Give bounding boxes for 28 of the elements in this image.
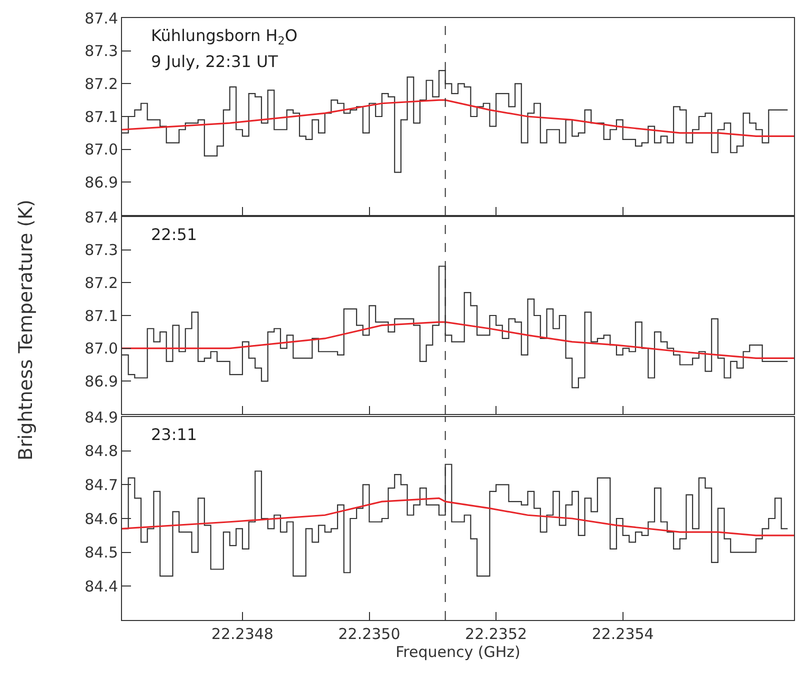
y-axis-title: Brightness Temperature (K): [15, 200, 37, 460]
y-tick-label: 86.9: [84, 372, 118, 390]
y-tick-label: 87.4: [84, 9, 118, 28]
annotation: 23:11: [151, 425, 198, 444]
annotation: 22:51: [151, 225, 198, 244]
y-tick-label: 84.4: [84, 577, 118, 596]
x-tick-label: 22.2352: [465, 625, 528, 643]
y-tick-label: 84.8: [84, 442, 118, 460]
annotation: Kühlungsborn H$_{2}$O: [151, 26, 298, 48]
y-tick-label: 87.0: [84, 140, 118, 159]
y-tick-label: 87.1: [84, 108, 118, 126]
y-tick-label: 87.0: [84, 340, 118, 358]
y-tick-label: 84.5: [84, 544, 118, 562]
annotation: 9 July, 22:31 UT: [151, 52, 278, 71]
x-tick-label: 22.2354: [592, 625, 654, 643]
x-tick-label: 22.2350: [338, 625, 400, 643]
y-tick-label: 87.3: [84, 241, 118, 260]
y-tick-label: 87.2: [84, 74, 118, 93]
y-tick-label: 87.3: [84, 42, 118, 60]
y-tick-label: 84.9: [84, 408, 118, 426]
y-tick-label: 84.6: [84, 510, 118, 528]
y-tick-label: 84.7: [84, 476, 118, 494]
y-tick-label: 86.9: [84, 173, 118, 192]
y-tick-label: 87.4: [84, 208, 118, 226]
x-axis-title: Frequency (GHz): [396, 643, 520, 661]
x-tick-label: 22.2348: [211, 625, 274, 643]
y-tick-label: 87.2: [84, 274, 118, 292]
y-tick-label: 87.1: [84, 306, 118, 325]
